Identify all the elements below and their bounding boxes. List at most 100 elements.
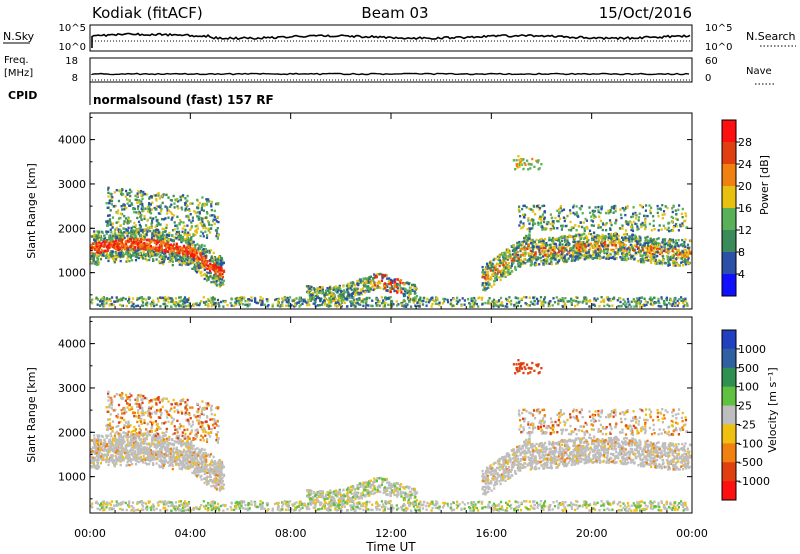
power-cell	[578, 252, 581, 255]
power-cell	[620, 304, 623, 308]
power-cell	[528, 247, 531, 250]
power-cell	[622, 237, 625, 240]
power-cell	[173, 202, 176, 205]
power-cell	[230, 298, 233, 301]
power-cell	[558, 241, 562, 244]
power-cell	[130, 226, 133, 230]
power-cell	[570, 229, 573, 232]
power-cell	[587, 251, 590, 254]
power-cell	[597, 252, 600, 255]
power-cell	[191, 202, 194, 205]
power-cell	[95, 260, 98, 264]
power-cell	[372, 284, 375, 287]
power-cell	[137, 212, 140, 215]
power-cell	[598, 305, 601, 308]
power-cell	[656, 254, 659, 258]
power-cell	[375, 275, 378, 279]
power-cell	[407, 282, 410, 285]
power-cell	[158, 239, 161, 242]
power-cell	[519, 259, 523, 262]
power-cell	[190, 226, 193, 230]
power-cell	[336, 290, 339, 294]
power-cell	[141, 206, 145, 209]
power-cell	[598, 244, 601, 248]
power-cell	[175, 245, 178, 248]
power-cell	[327, 299, 330, 302]
power-cell	[687, 262, 690, 265]
power-cell	[103, 243, 106, 247]
power-cell	[368, 296, 371, 300]
power-cell	[95, 263, 98, 266]
power-cell	[551, 224, 554, 227]
power-cell	[585, 245, 588, 248]
power-cell	[578, 256, 581, 260]
power-cell	[93, 236, 96, 239]
power-cell	[136, 192, 139, 195]
power-cell	[137, 248, 141, 251]
power-cell	[552, 254, 555, 257]
power-cell	[551, 220, 554, 223]
power-cell	[147, 210, 150, 213]
power-cell	[122, 204, 125, 207]
power-cell	[221, 269, 224, 272]
power-cell	[619, 256, 622, 259]
power-cell	[584, 242, 587, 246]
power-cell	[119, 250, 122, 254]
power-cell	[409, 286, 413, 290]
power-cell	[407, 294, 410, 297]
power-cell	[114, 240, 117, 243]
power-cell	[214, 258, 217, 262]
power-cell	[644, 226, 647, 229]
power-cell	[382, 299, 385, 302]
power-cell	[650, 301, 653, 304]
power-cell	[637, 219, 640, 222]
power-cell	[134, 241, 137, 244]
power-cell	[302, 298, 305, 301]
power-cell	[580, 237, 583, 240]
power-cell	[350, 285, 353, 288]
power-cell	[376, 284, 379, 288]
power-cell	[345, 284, 348, 287]
power-cell	[312, 297, 315, 300]
power-cell	[186, 245, 189, 249]
power-cell	[216, 232, 219, 235]
power-cell	[173, 206, 176, 209]
power-cell	[520, 297, 523, 300]
power-cell	[165, 245, 168, 249]
power-cell	[655, 301, 658, 304]
power-cell	[498, 270, 501, 273]
power-cell	[154, 230, 157, 234]
power-cell	[305, 285, 309, 288]
power-cell	[287, 298, 290, 302]
power-cell	[109, 192, 112, 196]
power-cell	[285, 304, 288, 307]
power-cell	[190, 236, 193, 239]
power-cell	[179, 195, 182, 199]
power-cell	[668, 221, 671, 224]
power-cell	[210, 300, 213, 304]
power-cell	[173, 247, 176, 250]
power-cell	[284, 298, 288, 301]
power-cell	[643, 303, 646, 307]
power-cell	[319, 291, 323, 294]
power-cell	[554, 244, 557, 248]
power-cell	[130, 202, 133, 205]
power-cell	[181, 195, 184, 199]
power-cell	[210, 304, 213, 308]
power-cell	[593, 214, 596, 217]
power-cell	[126, 229, 129, 232]
power-cell	[115, 221, 118, 224]
power-cell	[512, 244, 515, 247]
power-cell	[534, 261, 537, 265]
power-cell	[157, 240, 160, 243]
power-cell	[612, 255, 615, 259]
power-cell	[551, 247, 554, 250]
power-cell	[152, 238, 155, 242]
power-cell	[570, 247, 573, 250]
power-cell	[371, 304, 374, 308]
power-cell	[521, 242, 524, 245]
power-cell	[681, 207, 684, 211]
power-cell	[217, 233, 220, 237]
power-cell	[144, 207, 147, 210]
power-cell	[115, 226, 118, 230]
